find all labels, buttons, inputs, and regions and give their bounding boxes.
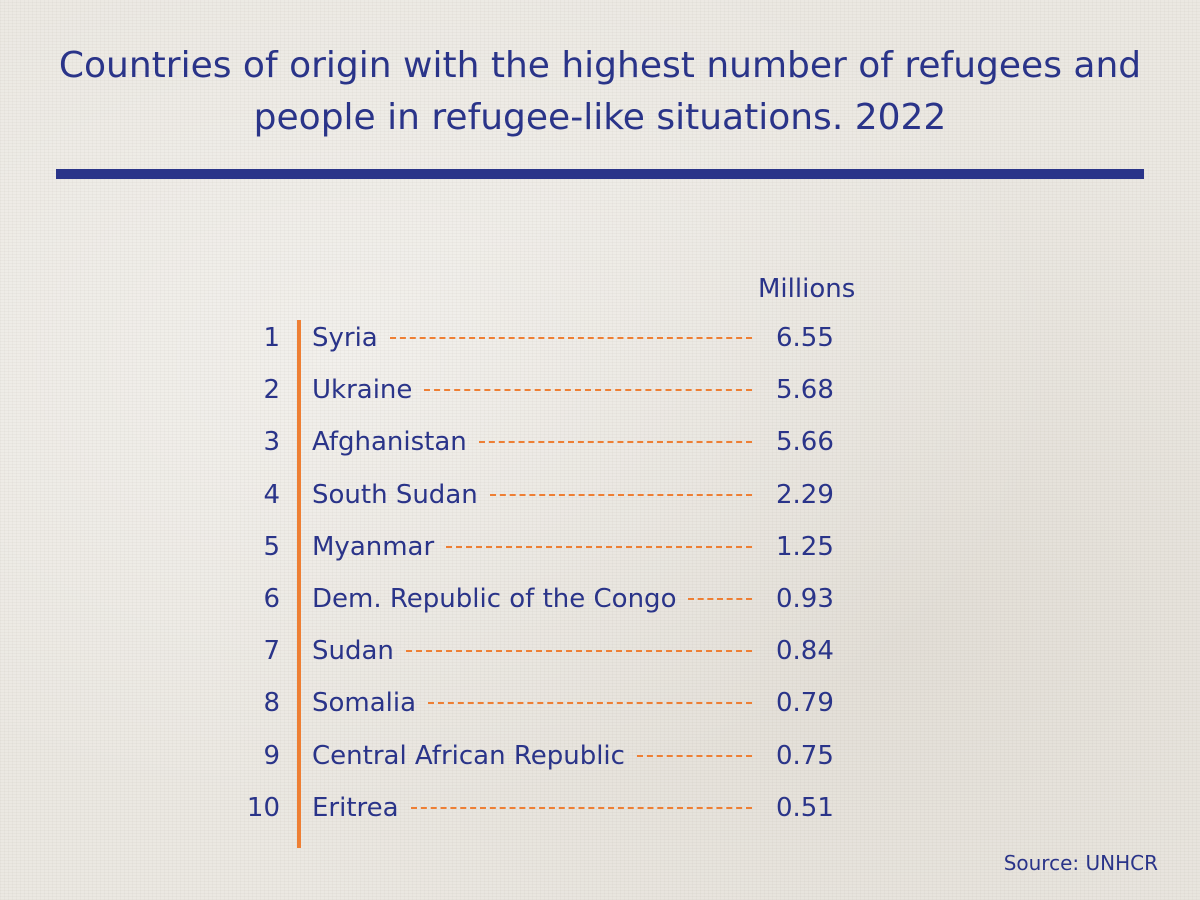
table-row: 9 Central African Republic 0.75 [0,730,1200,782]
title-underline-rule [56,169,1144,179]
table-row: 6 Dem. Republic of the Congo 0.93 [0,573,1200,625]
country-name: Eritrea [312,792,399,823]
refugee-count-value: 0.93 [776,584,834,614]
country-name: Central African Republic [312,740,625,771]
table-row: 8 Somalia 0.79 [0,677,1200,729]
unit-label: Millions [758,274,856,304]
rank-number: 6 [263,584,280,614]
country-name: Sudan [312,636,394,667]
rank-number: 1 [263,323,280,353]
dotted-leader-line [390,337,752,339]
rank-number: 7 [263,636,280,667]
country-name: Myanmar [312,531,435,562]
table-row: 3 Afghanistan 5.66 [0,416,1200,468]
dotted-leader-line [479,441,752,444]
dotted-leader-line [411,806,752,809]
rank-number: 3 [263,427,280,458]
dotted-leader-line [490,493,752,496]
rank-number: 5 [263,531,280,562]
dotted-leader-line [428,702,752,705]
rank-number: 8 [263,688,280,719]
rank-divider-bar [297,320,301,848]
rank-number: 2 [263,375,280,406]
refugee-count-value: 1.25 [776,531,834,562]
country-name: Ukraine [312,375,413,406]
country-name: South Sudan [312,479,478,510]
source-note: Source: UNHCR [1003,851,1158,875]
dotted-leader-line [424,389,752,392]
table-row: 4 South Sudan 2.29 [0,469,1200,521]
rank-number: 4 [263,479,280,510]
country-name: Somalia [312,688,417,719]
table-row: 7 Sudan 0.84 [0,625,1200,677]
country-name: Syria [312,323,378,353]
refugee-count-value: 5.66 [776,427,834,458]
refugee-count-value: 5.68 [776,375,834,406]
rank-number: 10 [246,792,280,823]
refugee-count-value: 2.29 [776,479,834,510]
refugee-count-value: 6.55 [776,323,834,353]
table-row: 10 Eritrea 0.51 [0,782,1200,834]
table-row: 2 Ukraine 5.68 [0,364,1200,416]
dotted-leader-line [446,545,752,548]
refugee-count-value: 0.84 [776,636,834,667]
refugee-count-value: 0.51 [776,792,834,823]
refugee-count-value: 0.75 [776,740,834,771]
table-row: 1 Syria 6.55 [0,312,1200,364]
rank-number: 9 [263,740,280,771]
country-name: Afghanistan [312,427,467,458]
refugee-count-value: 0.79 [776,688,834,719]
chart-title: Countries of origin with the highest num… [58,45,1142,138]
country-name: Dem. Republic of the Congo [312,584,677,614]
dotted-leader-line [688,598,752,600]
table-row: 5 Myanmar 1.25 [0,521,1200,573]
dotted-leader-line [406,650,752,653]
dotted-leader-line [637,754,752,757]
